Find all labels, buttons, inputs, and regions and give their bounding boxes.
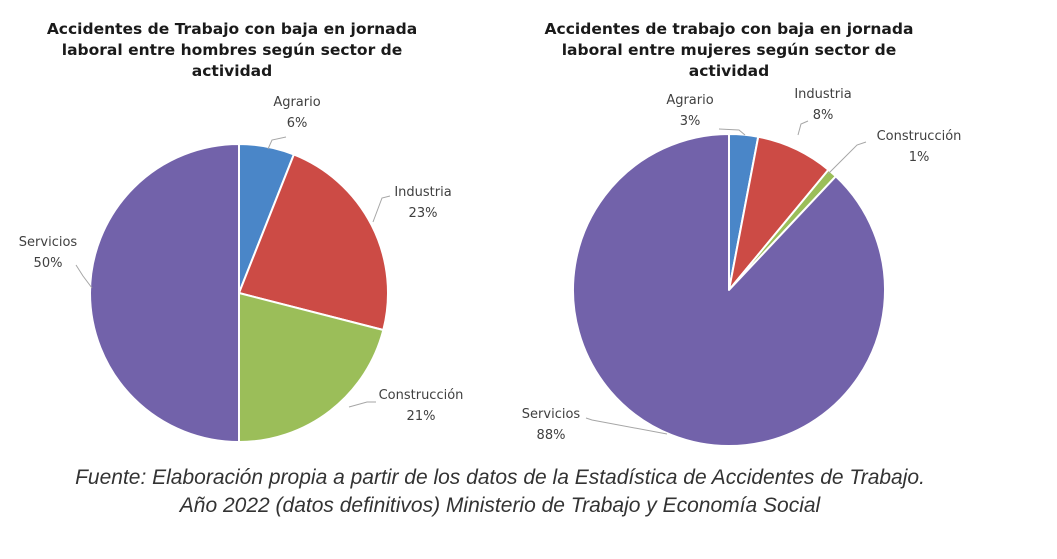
pie-slice-industria bbox=[238, 153, 389, 332]
leader-line-construccin bbox=[827, 141, 867, 175]
chart-1-title-line-2: laboral entre hombres según sector de bbox=[62, 41, 402, 59]
chart-2-title-line-1: Accidentes de trabajo con baja en jornad… bbox=[545, 20, 914, 38]
data-label-percent: 3% bbox=[680, 114, 701, 129]
leader-line-industria bbox=[797, 120, 809, 136]
data-label-percent: 50% bbox=[34, 256, 63, 271]
data-label-percent: 21% bbox=[407, 409, 436, 424]
leader-line-servicios bbox=[75, 264, 93, 289]
data-label-category: Construcción bbox=[877, 129, 962, 144]
data-label-category: Agrario bbox=[666, 93, 713, 108]
data-label-percent: 1% bbox=[909, 150, 930, 165]
pie-chart-1: Accidentes de Trabajo con baja en jornad… bbox=[19, 20, 464, 443]
leader-line-agrario bbox=[267, 136, 287, 150]
data-label-percent: 8% bbox=[813, 108, 834, 123]
data-label-percent: 6% bbox=[287, 116, 308, 131]
source-caption-line-1: Fuente: Elaboración propia a partir de l… bbox=[75, 466, 925, 489]
leader-line-industria bbox=[372, 195, 391, 223]
chart-1-title-line-1: Accidentes de Trabajo con baja en jornad… bbox=[47, 20, 417, 38]
pie-slice-servicios bbox=[89, 143, 240, 443]
pie-chart-2: Accidentes de trabajo con baja en jornad… bbox=[522, 20, 962, 447]
pie-slice-servicios bbox=[572, 133, 886, 447]
pie-slice-construccin bbox=[238, 292, 385, 443]
leader-line-agrario bbox=[718, 128, 746, 136]
leader-line-servicios bbox=[585, 417, 668, 435]
chart-2-title-line-3: actividad bbox=[689, 62, 769, 80]
data-label-category: Industria bbox=[394, 185, 451, 200]
chart-2-title-line-2: laboral entre mujeres según sector de bbox=[562, 41, 897, 59]
data-label-percent: 23% bbox=[409, 206, 438, 221]
data-label-category: Servicios bbox=[19, 235, 78, 250]
data-label-category: Servicios bbox=[522, 407, 581, 422]
data-label-category: Construcción bbox=[379, 388, 464, 403]
leader-line-construccin bbox=[348, 401, 376, 408]
data-label-category: Agrario bbox=[273, 95, 320, 110]
data-label-category: Industria bbox=[794, 87, 851, 102]
data-label-percent: 88% bbox=[537, 428, 566, 443]
source-caption-line-2: Año 2022 (datos definitivos) Ministerio … bbox=[179, 494, 821, 517]
chart-1-title-line-3: actividad bbox=[192, 62, 272, 80]
